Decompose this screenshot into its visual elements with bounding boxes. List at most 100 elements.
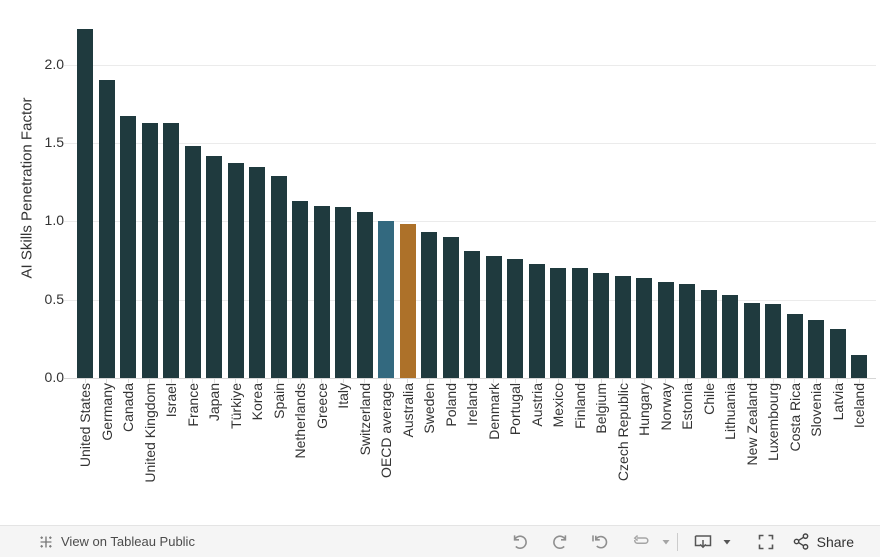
bar-austria[interactable] <box>528 263 545 378</box>
x-axis-label-text: Spain <box>270 383 287 419</box>
category-tick <box>364 379 365 383</box>
bar-ireland[interactable] <box>464 251 480 378</box>
x-axis-label-text: Lithuania <box>722 383 738 440</box>
bar-canada[interactable] <box>120 116 136 378</box>
tableau-logo-icon <box>38 534 54 550</box>
category-tick <box>686 379 688 383</box>
x-axis-label-text: Austria <box>528 383 545 427</box>
x-axis-label-text: Poland <box>442 383 459 427</box>
view-link-label: View on Tableau Public <box>61 534 195 549</box>
x-axis-label-estonia: Estonia <box>676 383 698 525</box>
bar-new-zealand[interactable] <box>743 302 760 378</box>
bar-united-kingdom[interactable] <box>141 122 158 378</box>
bar-estonia[interactable] <box>679 284 695 378</box>
bar-korea[interactable] <box>249 166 265 378</box>
bar-germany[interactable] <box>98 80 115 378</box>
x-axis-label-text: United Kingdom <box>141 383 158 483</box>
bar-finland[interactable] <box>571 268 588 378</box>
x-axis-label-text: Türkiye <box>227 383 244 429</box>
x-axis-label-denmark: Denmark <box>483 383 505 525</box>
bar-italy[interactable] <box>335 207 351 378</box>
x-axis-label-text: Israel <box>163 383 179 418</box>
bar-portugal[interactable] <box>507 258 523 378</box>
bar-luxembourg[interactable] <box>765 304 781 378</box>
bar-türkiye[interactable] <box>227 163 244 378</box>
x-axis-label-text: Czech Republic <box>614 383 631 482</box>
x-axis-label-greece: Greece <box>311 383 333 525</box>
bar-norway[interactable] <box>657 282 674 378</box>
tableau-toolbar: View on Tableau Public <box>0 525 880 557</box>
bar-chile[interactable] <box>700 290 717 378</box>
category-tick <box>192 379 193 383</box>
bar-czech-republic[interactable] <box>614 276 631 378</box>
x-axis-label-italy: Italy <box>332 383 354 525</box>
bar-france[interactable] <box>184 146 201 378</box>
bar-costa-rica[interactable] <box>786 313 803 378</box>
pause-updates-button[interactable] <box>630 530 652 554</box>
bar-denmark[interactable] <box>485 255 502 378</box>
x-axis-label-text: Greece <box>313 383 330 429</box>
bar-netherlands[interactable] <box>292 200 308 378</box>
category-tick <box>127 379 129 383</box>
x-axis-label-luxembourg: Luxembourg <box>762 383 784 525</box>
caret-down-icon <box>661 537 671 547</box>
bar-sweden[interactable] <box>421 232 437 378</box>
bar-mexico[interactable] <box>550 268 566 378</box>
bar-iceland[interactable] <box>851 354 867 378</box>
bar-slovenia[interactable] <box>808 320 824 378</box>
y-tick-label: 1.0 <box>44 212 64 229</box>
x-axis-label-iceland: Iceland <box>848 383 870 525</box>
x-axis-label-text: Chile <box>700 383 717 415</box>
category-tick <box>579 379 580 383</box>
x-axis-label-slovenia: Slovenia <box>805 383 827 525</box>
x-axis-label-germany: Germany <box>96 383 118 525</box>
download-caret-button[interactable] <box>722 530 732 554</box>
x-axis-label-ireland: Ireland <box>461 383 483 525</box>
category-tick <box>514 379 516 383</box>
redo-button[interactable] <box>550 530 570 554</box>
download-icon <box>692 532 714 552</box>
bar-oecd-average[interactable] <box>378 221 394 378</box>
bar-belgium[interactable] <box>593 273 609 378</box>
bar-poland[interactable] <box>442 237 459 378</box>
bar-australia[interactable] <box>399 224 416 378</box>
share-button[interactable]: Share <box>792 530 854 554</box>
fullscreen-button[interactable] <box>756 530 776 554</box>
category-tick <box>794 379 795 383</box>
download-button[interactable] <box>692 530 714 554</box>
bar-israel[interactable] <box>163 122 179 378</box>
pause-updates-caret-button[interactable] <box>661 530 671 554</box>
x-axis-label-united-states: United States <box>74 383 96 525</box>
replay-button[interactable] <box>590 530 610 554</box>
x-axis-label-text: Australia <box>399 383 416 438</box>
bar-lithuania[interactable] <box>722 294 738 378</box>
category-tick <box>450 379 451 383</box>
y-tick-label: 0.0 <box>44 369 64 385</box>
bar-switzerland[interactable] <box>356 211 373 378</box>
bar-greece[interactable] <box>313 205 330 378</box>
y-axis-title: AI Skills Penetration Factor <box>18 97 36 279</box>
bar-united-states[interactable] <box>77 28 93 378</box>
category-tick <box>729 379 731 383</box>
replay-icon <box>590 532 610 552</box>
y-tick-label: 2.0 <box>44 55 64 72</box>
category-tick <box>407 379 408 383</box>
x-axis-label-united-kingdom: United Kingdom <box>139 383 161 525</box>
x-axis-label-canada: Canada <box>117 383 139 525</box>
view-on-tableau-public-link[interactable]: View on Tableau Public <box>38 534 195 550</box>
bar-japan[interactable] <box>206 155 222 378</box>
x-axis-label-text: Canada <box>120 383 136 433</box>
bar-spain[interactable] <box>270 175 287 378</box>
bar-latvia[interactable] <box>829 329 846 378</box>
x-axis-label-norway: Norway <box>655 383 677 525</box>
x-axis-label-text: Belgium <box>593 383 609 434</box>
redo-icon <box>550 532 570 552</box>
undo-button[interactable] <box>510 530 530 554</box>
category-tick <box>278 379 279 383</box>
x-axis-label-text: Ireland <box>464 383 480 426</box>
category-tick <box>665 379 666 383</box>
x-axis-label-oecd-average: OECD average <box>375 383 397 525</box>
share-icon <box>792 532 811 551</box>
bar-hungary[interactable] <box>636 277 652 378</box>
